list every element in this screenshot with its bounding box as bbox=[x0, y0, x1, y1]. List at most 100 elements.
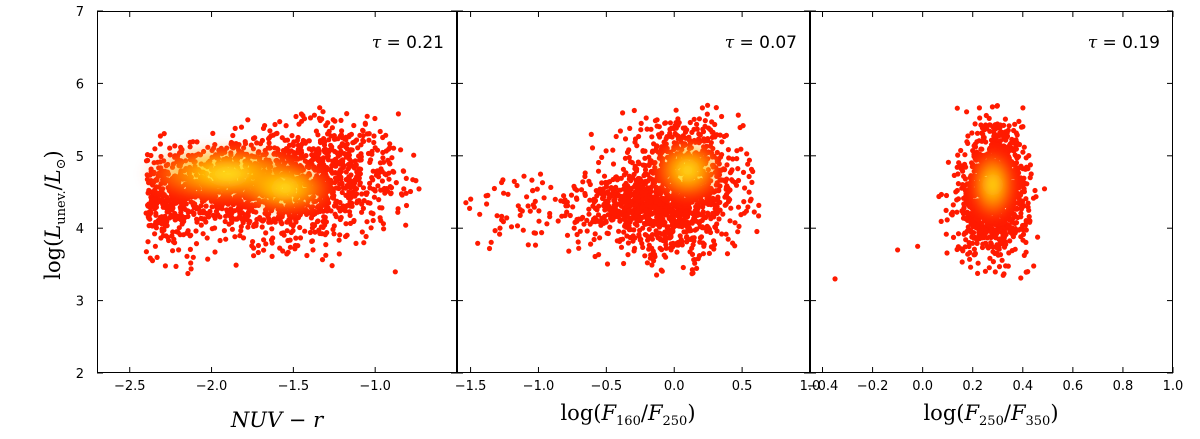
data-point bbox=[626, 208, 632, 214]
data-point bbox=[145, 239, 151, 245]
data-point bbox=[649, 262, 655, 268]
data-point bbox=[692, 227, 698, 233]
data-point bbox=[694, 121, 700, 127]
data-point bbox=[243, 204, 249, 210]
data-point bbox=[951, 172, 957, 178]
data-point bbox=[368, 210, 374, 216]
data-point bbox=[987, 244, 993, 250]
data-point bbox=[291, 150, 297, 156]
data-point bbox=[1022, 166, 1028, 172]
data-point bbox=[1009, 248, 1015, 254]
data-point bbox=[152, 243, 158, 249]
data-point bbox=[654, 272, 660, 278]
data-point bbox=[626, 188, 632, 194]
data-point bbox=[629, 160, 635, 166]
data-point bbox=[649, 232, 656, 238]
data-point bbox=[263, 241, 269, 247]
data-point bbox=[625, 252, 631, 258]
data-point bbox=[251, 245, 257, 251]
data-point bbox=[736, 223, 742, 229]
data-point bbox=[262, 123, 268, 129]
data-point bbox=[1014, 132, 1020, 138]
data-point bbox=[339, 189, 345, 196]
x-tick-label: 0.5 bbox=[732, 379, 753, 394]
data-point bbox=[364, 131, 370, 137]
y-tick-label: 5 bbox=[76, 150, 84, 165]
data-point bbox=[635, 159, 641, 165]
data-point bbox=[719, 152, 725, 158]
data-point bbox=[969, 205, 975, 211]
data-point bbox=[561, 198, 567, 205]
data-point bbox=[632, 139, 638, 145]
data-point bbox=[1033, 194, 1039, 200]
data-point bbox=[329, 125, 335, 131]
data-point bbox=[662, 212, 669, 218]
data-point bbox=[976, 229, 982, 235]
density-core bbox=[236, 163, 335, 214]
data-point bbox=[347, 212, 353, 218]
data-point bbox=[662, 208, 668, 214]
data-point bbox=[541, 195, 547, 201]
data-point bbox=[695, 256, 701, 262]
data-point bbox=[259, 224, 265, 230]
data-point bbox=[386, 170, 392, 176]
data-point bbox=[1011, 213, 1017, 219]
data-point bbox=[668, 241, 674, 247]
data-point bbox=[1035, 234, 1041, 240]
data-point bbox=[385, 188, 391, 194]
data-point bbox=[179, 216, 186, 222]
density-core bbox=[653, 139, 723, 201]
data-point bbox=[395, 209, 401, 215]
data-point bbox=[209, 204, 215, 210]
data-point bbox=[346, 180, 352, 186]
data-point bbox=[974, 139, 980, 145]
data-point bbox=[229, 210, 235, 216]
data-point bbox=[1018, 214, 1024, 220]
data-point bbox=[642, 232, 648, 238]
data-point bbox=[320, 218, 326, 225]
data-point bbox=[648, 184, 655, 190]
data-point bbox=[648, 218, 655, 225]
data-point bbox=[588, 241, 594, 247]
data-point bbox=[172, 143, 178, 149]
data-point bbox=[728, 205, 734, 211]
data-point bbox=[604, 206, 610, 212]
data-point bbox=[636, 133, 642, 140]
data-point bbox=[238, 228, 244, 234]
data-point bbox=[604, 230, 610, 236]
data-point bbox=[344, 184, 351, 190]
data-point bbox=[702, 118, 708, 124]
data-point bbox=[242, 139, 248, 145]
data-point bbox=[1016, 183, 1022, 189]
data-point bbox=[686, 224, 692, 230]
data-point bbox=[990, 124, 996, 130]
data-point bbox=[269, 253, 275, 259]
data-point bbox=[653, 228, 659, 234]
data-point bbox=[644, 220, 651, 226]
data-point bbox=[708, 244, 715, 250]
data-point bbox=[1012, 121, 1018, 127]
data-point bbox=[591, 199, 597, 205]
data-point bbox=[248, 142, 254, 148]
data-point bbox=[269, 226, 275, 232]
data-point bbox=[198, 203, 204, 209]
data-point bbox=[255, 249, 261, 256]
data-point bbox=[643, 115, 649, 121]
data-point bbox=[321, 136, 327, 142]
data-point bbox=[636, 178, 642, 184]
data-point bbox=[229, 219, 235, 225]
data-point bbox=[517, 207, 523, 213]
data-point bbox=[332, 211, 338, 217]
data-point bbox=[233, 262, 239, 268]
data-point bbox=[959, 259, 965, 265]
y-tick-label: 3 bbox=[76, 295, 84, 310]
data-point bbox=[735, 166, 741, 172]
data-point bbox=[610, 176, 616, 183]
data-point bbox=[971, 252, 977, 258]
data-point bbox=[1031, 263, 1037, 269]
data-point bbox=[980, 134, 987, 141]
data-point bbox=[1018, 175, 1024, 181]
data-point bbox=[652, 118, 659, 124]
data-point bbox=[696, 116, 703, 122]
panel-frame bbox=[97, 11, 457, 373]
